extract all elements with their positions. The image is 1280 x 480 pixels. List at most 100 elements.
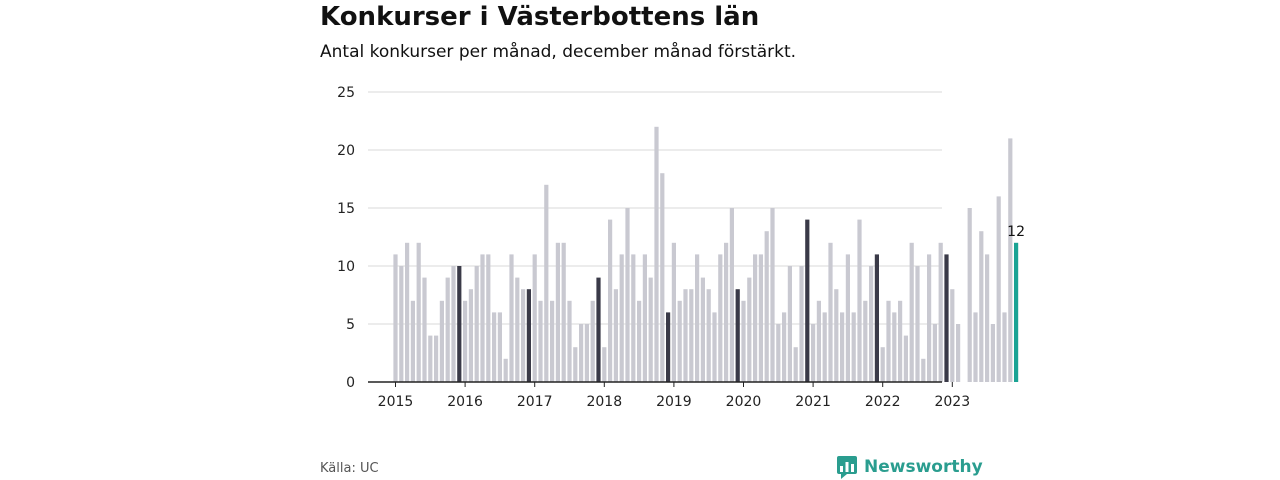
bar	[996, 196, 1001, 382]
bar	[909, 242, 914, 382]
bar-december	[596, 277, 601, 382]
x-tick-label: 2019	[656, 394, 692, 410]
bar	[613, 289, 618, 382]
bar	[503, 358, 508, 382]
bar	[428, 335, 433, 382]
y-tick-label: 10	[337, 259, 355, 275]
bar	[863, 300, 868, 382]
bar	[851, 312, 856, 382]
bar	[753, 254, 758, 382]
x-tick-label: 2023	[934, 394, 970, 410]
bar	[671, 242, 676, 382]
bar	[486, 254, 491, 382]
brand-name: Newsworthy	[864, 457, 983, 477]
bar	[399, 266, 404, 382]
bar	[857, 219, 862, 382]
bar	[886, 300, 891, 382]
bar	[410, 300, 415, 382]
bar	[718, 254, 723, 382]
bar	[990, 324, 995, 382]
bar	[509, 254, 514, 382]
bar	[845, 254, 850, 382]
x-tick-label: 2020	[726, 394, 762, 410]
bar	[932, 324, 937, 382]
bar	[927, 254, 932, 382]
bar	[938, 242, 943, 382]
bar-december	[526, 289, 531, 382]
bar	[590, 300, 595, 382]
bar	[567, 300, 572, 382]
bar	[550, 300, 555, 382]
bar	[532, 254, 537, 382]
y-tick-label: 5	[346, 317, 355, 333]
bar	[950, 289, 955, 382]
bar	[880, 347, 885, 382]
bar	[799, 266, 804, 382]
bar	[561, 242, 566, 382]
bar	[660, 173, 665, 382]
bar	[422, 277, 427, 382]
bar	[584, 324, 589, 382]
bar	[393, 254, 398, 382]
bars	[393, 126, 1019, 382]
bar	[521, 289, 526, 382]
x-tick-label: 2021	[795, 394, 831, 410]
bar	[898, 300, 903, 382]
bar	[439, 300, 444, 382]
bar	[956, 324, 961, 382]
bar	[700, 277, 705, 382]
bar	[625, 208, 630, 382]
bar	[1008, 138, 1013, 382]
bar	[892, 312, 897, 382]
bar	[921, 358, 926, 382]
y-axis-ticks: 0 5 10 15 20 25	[337, 85, 355, 391]
bar	[979, 231, 984, 382]
bar-december	[457, 266, 462, 382]
bar	[764, 231, 769, 382]
x-axis-ticks: 2015 2016 2017 2018 2019 2020 2021 2022 2023	[378, 382, 970, 410]
y-tick-label: 20	[337, 143, 355, 159]
bar	[654, 126, 659, 382]
bar	[642, 254, 647, 382]
latest-value-label: 12	[1007, 224, 1025, 240]
bar-chart-speech-bubble-icon	[837, 456, 857, 479]
bar	[712, 312, 717, 382]
bar	[985, 254, 990, 382]
bar	[706, 289, 711, 382]
bar	[573, 347, 578, 382]
bar	[758, 254, 763, 382]
bar	[602, 347, 607, 382]
bar	[729, 208, 734, 382]
x-tick-label: 2017	[517, 394, 553, 410]
bar	[782, 312, 787, 382]
bar	[544, 184, 549, 382]
chart-subtitle: Antal konkurser per månad, december måna…	[320, 42, 797, 62]
bar	[637, 300, 642, 382]
bar	[689, 289, 694, 382]
bar	[619, 254, 624, 382]
bar-december	[805, 219, 810, 382]
bar	[776, 324, 781, 382]
bar	[416, 242, 421, 382]
bar	[608, 219, 613, 382]
brand-logo: Newsworthy	[836, 455, 983, 479]
bar	[828, 242, 833, 382]
y-tick-label: 15	[337, 201, 355, 217]
bar	[515, 277, 520, 382]
bar	[474, 266, 479, 382]
bar	[915, 266, 920, 382]
bar	[747, 277, 752, 382]
bar-december	[874, 254, 879, 382]
bar	[451, 266, 456, 382]
bar	[816, 300, 821, 382]
chart-title: Konkurser i Västerbottens län	[320, 2, 760, 32]
bar	[770, 208, 775, 382]
bar	[741, 300, 746, 382]
bar	[434, 335, 439, 382]
bar	[724, 242, 729, 382]
source-note: Källa: UC	[320, 461, 379, 476]
bar	[787, 266, 792, 382]
bar-december	[944, 254, 949, 382]
y-tick-label: 0	[346, 375, 355, 391]
